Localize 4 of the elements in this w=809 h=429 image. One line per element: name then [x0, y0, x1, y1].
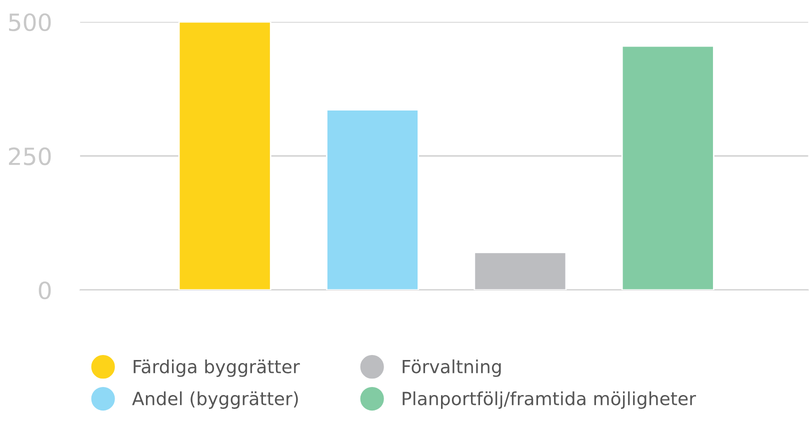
legend-label: Andel (byggrätter) [132, 391, 298, 409]
legend-label: Planportfölj/framtida möjligheter [402, 391, 696, 409]
legend-label: Förvaltning [402, 359, 501, 377]
legend-label: Färdiga byggrätter [134, 359, 300, 377]
